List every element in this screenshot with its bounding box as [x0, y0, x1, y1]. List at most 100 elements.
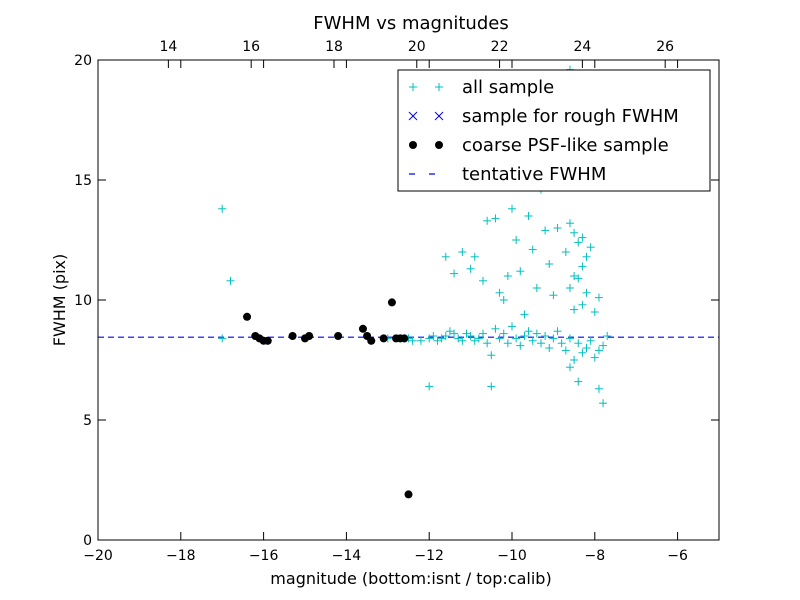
all-sample-point	[433, 336, 442, 345]
psf-sample-point	[288, 332, 297, 340]
y-axis-label: FWHM (pix)	[50, 254, 69, 347]
all-sample-point	[528, 336, 537, 345]
all-sample-point	[466, 332, 475, 340]
all-sample-point	[570, 272, 579, 280]
all-sample-point	[565, 363, 574, 372]
y-tick-label: 0	[83, 533, 92, 549]
y-tick-label: 20	[74, 53, 92, 69]
all-sample-point	[491, 214, 500, 223]
all-sample-point	[528, 245, 537, 254]
x-axis-label: magnitude (bottom:isnt / top:calib)	[270, 569, 551, 588]
x-tick-label: −8	[584, 548, 605, 564]
all-sample-point	[516, 267, 525, 276]
all-sample-point	[218, 204, 227, 213]
all-sample-point	[520, 310, 529, 319]
all-sample-point	[462, 329, 471, 338]
top-tick-label: 18	[325, 39, 343, 55]
all-sample-point	[578, 300, 587, 309]
all-sample-point	[512, 236, 521, 244]
legend-box	[397, 69, 711, 192]
all-sample-point	[479, 329, 488, 338]
all-sample-point	[545, 260, 554, 268]
all-sample-point	[553, 224, 562, 232]
all-sample-point	[487, 382, 496, 391]
all-sample-point	[458, 248, 467, 256]
all-sample-point	[499, 296, 508, 304]
all-sample-point	[553, 327, 562, 336]
top-tick-label: 22	[491, 39, 509, 55]
all-sample-point	[516, 341, 525, 350]
legend-entry: tentative FWHM	[409, 164, 606, 185]
all-sample-point	[594, 293, 603, 302]
all-sample-point	[578, 262, 587, 271]
legend-entry: coarse PSF-like sample	[409, 135, 669, 156]
psf-sample-point	[387, 298, 396, 307]
all-sample-point	[594, 384, 603, 393]
all-sample-point	[483, 216, 492, 225]
chart-title: FWHM vs magnitudes	[313, 13, 508, 34]
all-sample-point	[532, 329, 541, 338]
axes: −20 −18 −16 −14 −12 −10 −8 −6 14 16 18 20 22 24 26 0 5 10…	[74, 39, 719, 564]
y-tick-label: 10	[74, 293, 92, 309]
all-sample-point	[450, 329, 459, 338]
all-sample-point	[599, 399, 608, 408]
x-tick-label: −10	[497, 548, 527, 564]
all-sample-point	[508, 204, 516, 213]
x-tick-label: −12	[414, 548, 444, 564]
top-tick-label: 24	[573, 39, 591, 55]
all-sample-point	[565, 334, 574, 343]
top-tick-label: 26	[656, 39, 674, 55]
all-sample-point	[545, 344, 554, 352]
all-sample-point	[470, 252, 479, 261]
top-tick-label: 16	[242, 39, 260, 55]
all-sample-point	[603, 332, 612, 340]
all-sample-point	[549, 291, 558, 300]
x-tick-label: −14	[332, 548, 362, 564]
all-sample-point	[570, 228, 579, 237]
all-sample-point	[582, 344, 591, 352]
psf-sample-point	[305, 332, 314, 340]
psf-sample-point	[243, 312, 252, 321]
all-sample-point	[541, 226, 550, 235]
all-sample-point	[474, 334, 483, 343]
all-sample-point	[574, 339, 583, 348]
x-tick-label: −16	[249, 548, 279, 564]
all-sample-point	[561, 248, 570, 256]
psf-sample-point	[334, 332, 343, 340]
psf-sample-point	[263, 336, 272, 345]
all-sample-point	[524, 327, 533, 336]
all-sample-point	[441, 252, 450, 261]
all-sample-point	[590, 308, 599, 316]
all-sample-point	[574, 274, 583, 283]
psf-sample-point	[400, 334, 409, 343]
legend-label: tentative FWHM	[462, 164, 606, 185]
all-sample-point	[445, 327, 454, 336]
all-sample-point	[495, 334, 504, 343]
all-sample-point	[487, 351, 496, 360]
all-sample-point	[541, 332, 550, 340]
all-sample-point	[503, 339, 512, 348]
all-sample-point	[425, 382, 434, 391]
all-sample-point	[565, 284, 574, 292]
all-sample-point	[557, 339, 566, 348]
all-sample-point	[491, 324, 500, 333]
all-sample-point	[532, 284, 541, 292]
all-sample-point	[226, 276, 235, 285]
all-sample-point	[416, 336, 425, 345]
all-sample-point	[437, 334, 446, 343]
all-sample-point	[458, 336, 467, 345]
all-sample-point	[470, 336, 479, 345]
all-sample-point	[441, 332, 450, 340]
all-sample-point	[454, 334, 463, 343]
x-tick-label: −18	[166, 548, 196, 564]
legend-label: sample for rough FWHM	[462, 106, 679, 127]
all-sample-point	[520, 332, 529, 340]
legend-label: all sample	[462, 77, 554, 98]
top-tick-label: 20	[408, 39, 426, 55]
data-marks	[98, 65, 719, 499]
all-sample-point	[512, 334, 521, 343]
all-sample-point	[450, 269, 459, 278]
all-sample-point	[549, 334, 558, 343]
legend-entry: sample for rough FWHM	[408, 106, 679, 127]
